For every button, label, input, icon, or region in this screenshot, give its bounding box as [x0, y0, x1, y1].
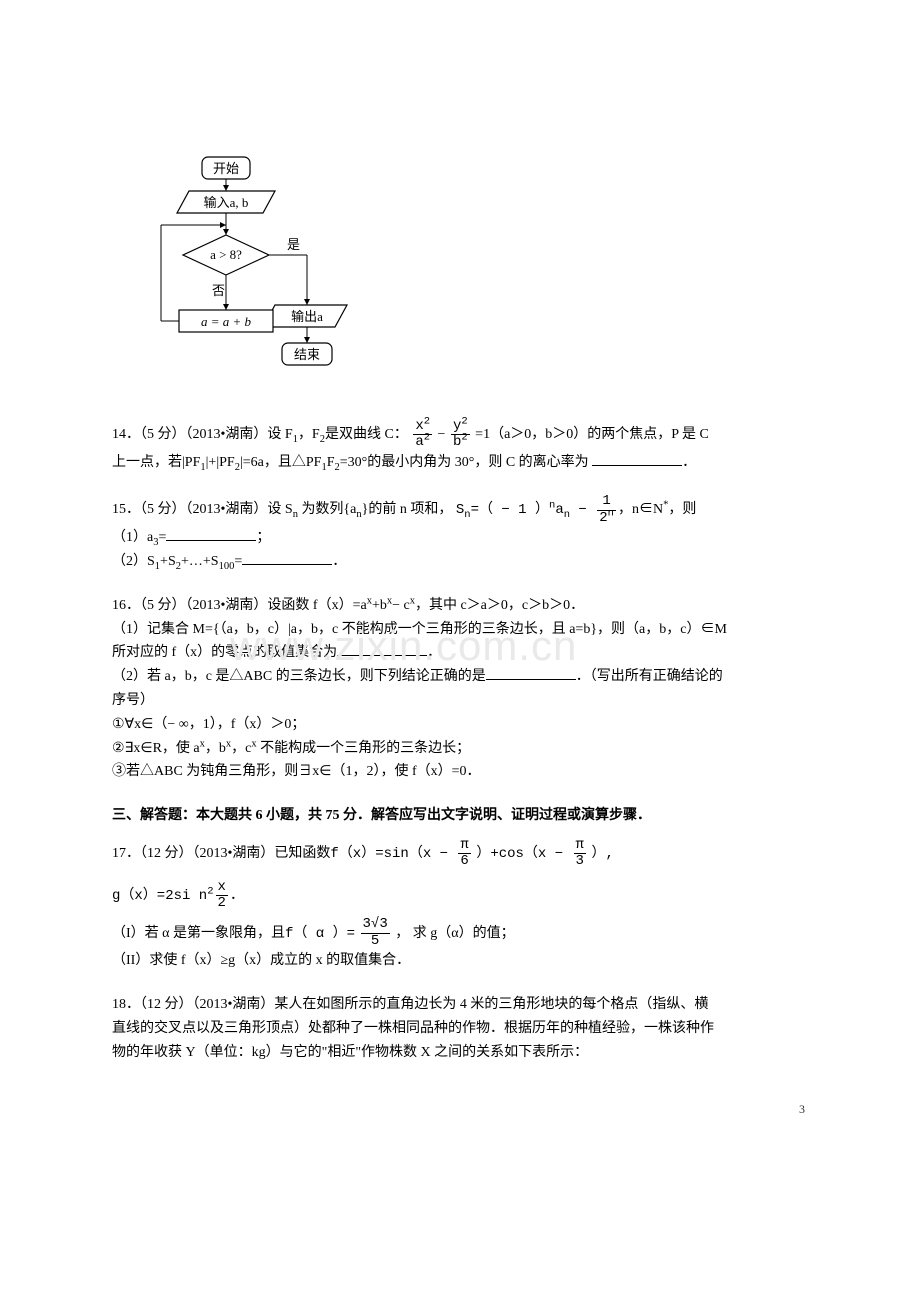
- question-14: 14．（5 分）（2013•湖南）设 F1，F2是双曲线 C： x2a2 − y…: [112, 419, 810, 475]
- flow-end: 结束: [294, 347, 320, 362]
- page-number: 3: [799, 1099, 805, 1119]
- q16-opt1: ①∀x∈（− ∞，1），f（x）＞0；: [112, 717, 305, 732]
- q15-part2: （2）S1+S2+…+S100=．: [112, 554, 346, 569]
- q16-line3: 所对应的 f（x）的零点的取值集合为．: [112, 645, 441, 660]
- q15-line1: 15．（5 分）（2013•湖南）设 Sn 为数列{an}的前 n 项和， Sn…: [112, 502, 696, 517]
- q16-opt3: ③若△ABC 为钝角三角形，则∃x∈（1，2），使 f（x）=0．: [112, 764, 481, 779]
- flow-start: 开始: [213, 161, 239, 176]
- blank-16a: [337, 642, 427, 656]
- q17-line1: 17．（12 分）（2013•湖南）已知函数f（x）=sin（x − π6 ）+…: [112, 846, 614, 861]
- flowchart-svg: 开始 输入a, b a > 8? 是 输出a 结束 否: [147, 155, 357, 380]
- blank-14: [592, 452, 682, 466]
- flow-output: 输出a: [291, 309, 323, 324]
- blank-15b: [242, 551, 332, 565]
- q17-part2: （II）求使 f（x）≥g（x）成立的 x 的取值集合．: [112, 953, 410, 968]
- page-content: 开始 输入a, b a > 8? 是 输出a 结束 否: [0, 0, 920, 1144]
- q18-l3: 物的年收获 Y（单位：kg）与它的"相近"作物株数 X 之间的关系如下表所示：: [112, 1045, 588, 1060]
- question-15: 15．（5 分）（2013•湖南）设 Sn 为数列{an}的前 n 项和， Sn…: [112, 494, 810, 573]
- q18-l1: 18．（12 分）（2013•湖南）某人在如图所示的直角边长为 4 米的三角形地…: [112, 997, 708, 1012]
- blank-16b: [486, 666, 576, 680]
- q16-line1: 16．（5 分）（2013•湖南）设函数 f（x）=ax+bx− cx，其中 c…: [112, 598, 584, 613]
- blank-15a: [166, 527, 256, 541]
- question-16: 16．（5 分）（2013•湖南）设函数 f（x）=ax+bx− cx，其中 c…: [112, 594, 810, 784]
- q15-part1: （1）a3=；: [112, 530, 270, 545]
- q16-opt2: ②∃x∈R，使 ax，bx，cx 不能构成一个三角形的三条边长；: [112, 741, 470, 756]
- q16-line5: 序号）: [112, 693, 154, 708]
- q16-line4: （2）若 a，b，c 是△ABC 的三条边长，则下列结论正确的是．（写出所有正确…: [112, 669, 723, 684]
- q14-line2: 上一点，若|PF1|+|PF2|=6a，且△PF1F2=30°的最小内角为 30…: [112, 455, 696, 470]
- q16-line2: （1）记集合 M={（a，b，c）|a，b，c 不能构成一个三角形的三条边长，且…: [112, 622, 727, 637]
- flow-input: 输入a, b: [204, 195, 249, 210]
- flow-assign: a = a + b: [201, 314, 252, 329]
- q17-part1: （I）若 α 是第一象限角，且f（ α ）= 3√35 ， 求 g（α）的值；: [112, 926, 515, 941]
- question-18: 18．（12 分）（2013•湖南）某人在如图所示的直角边长为 4 米的三角形地…: [112, 993, 810, 1064]
- section-3-title: 三、解答题：本大题共 6 小题，共 75 分．解答应写出文字说明、证明过程或演算…: [112, 804, 810, 828]
- flow-no: 否: [212, 283, 225, 298]
- question-17: 17．（12 分）（2013•湖南）已知函数f（x）=sin（x − π6 ）+…: [112, 838, 810, 973]
- flow-yes: 是: [287, 237, 300, 252]
- q14-text: 14．（5 分）（2013•湖南）设 F1，F2是双曲线 C： x2a2 − y…: [112, 427, 709, 442]
- q17-gx: g（x）=2si n2x2．: [112, 888, 244, 903]
- flow-decision: a > 8?: [210, 247, 242, 262]
- q18-l2: 直线的交叉点以及三角形顶点）处都种了一株相同品种的作物．根据历年的种植经验，一株…: [112, 1021, 714, 1036]
- flowchart: 开始 输入a, b a > 8? 是 输出a 结束 否: [147, 155, 810, 389]
